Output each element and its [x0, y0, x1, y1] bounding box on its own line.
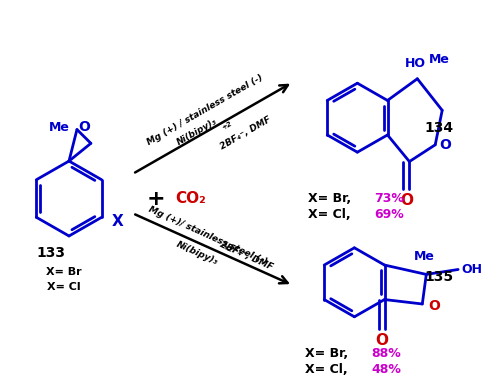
- Text: 2BF₄⁻, DMF: 2BF₄⁻, DMF: [215, 239, 274, 272]
- Text: O: O: [375, 333, 388, 349]
- Text: O: O: [428, 299, 440, 313]
- Text: +2: +2: [220, 243, 233, 253]
- Text: Ni(bipy)₃: Ni(bipy)₃: [174, 240, 219, 266]
- Text: +2: +2: [220, 121, 233, 132]
- Text: O: O: [78, 119, 90, 133]
- Text: X: X: [112, 214, 124, 229]
- Text: OH: OH: [462, 263, 483, 276]
- Text: 133: 133: [37, 246, 66, 260]
- Text: X= Cl,: X= Cl,: [308, 208, 355, 221]
- Text: Mg (+)/ stainless steel (-): Mg (+)/ stainless steel (-): [147, 205, 269, 266]
- Text: X= Br: X= Br: [46, 268, 82, 277]
- Text: HO: HO: [405, 57, 426, 70]
- Text: 88%: 88%: [371, 347, 401, 360]
- Text: 48%: 48%: [371, 363, 401, 375]
- Text: Ni(bipy)₃: Ni(bipy)₃: [175, 117, 218, 147]
- Text: O: O: [400, 194, 413, 209]
- Text: CO₂: CO₂: [175, 191, 206, 206]
- Text: O: O: [439, 138, 451, 152]
- Text: X= Br,: X= Br,: [305, 347, 353, 360]
- Text: 2BF₄⁻, DMF: 2BF₄⁻, DMF: [216, 115, 273, 153]
- Text: Mg (+) / stainless steel (-): Mg (+) / stainless steel (-): [145, 73, 264, 147]
- Text: Me: Me: [49, 121, 70, 134]
- Text: 134: 134: [424, 121, 454, 135]
- Text: X= Br,: X= Br,: [308, 192, 355, 205]
- Text: Me: Me: [414, 250, 435, 263]
- Text: 69%: 69%: [374, 208, 404, 221]
- Text: +: +: [146, 189, 165, 209]
- Text: X= Cl: X= Cl: [47, 282, 81, 292]
- Text: Me: Me: [429, 53, 450, 65]
- Text: 135: 135: [424, 270, 454, 284]
- Text: 73%: 73%: [374, 192, 404, 205]
- Text: X= Cl,: X= Cl,: [305, 363, 353, 375]
